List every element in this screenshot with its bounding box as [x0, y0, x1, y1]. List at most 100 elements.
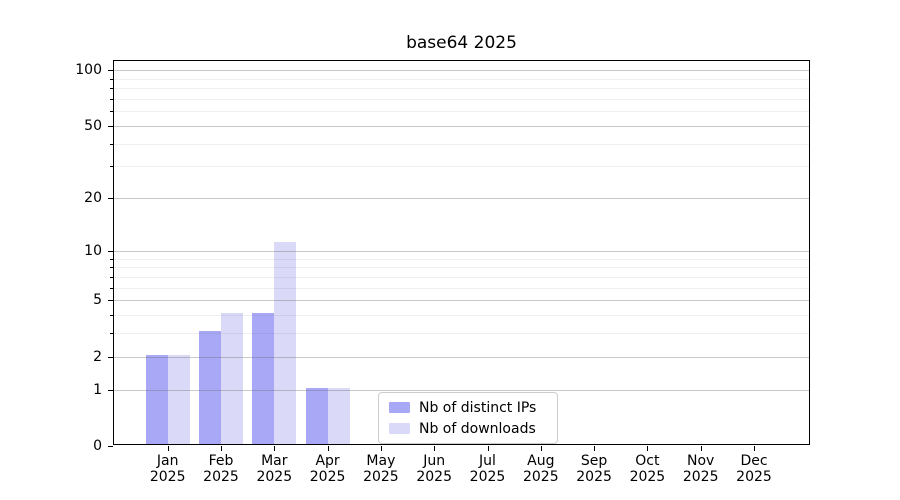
x-tick-label-month: Dec — [740, 453, 768, 469]
y-tick-mark — [108, 250, 113, 252]
x-tick-label: Jun 2025 — [389, 453, 479, 485]
y-tick-label: 0 — [93, 438, 102, 454]
x-tick-label: Nov 2025 — [656, 453, 746, 485]
x-tick-label: May 2025 — [336, 453, 426, 485]
y-tick-label: 10 — [84, 242, 102, 259]
x-tick-label-year: 2025 — [629, 469, 666, 485]
x-tick-label-year: 2025 — [522, 469, 559, 485]
gridline-major — [114, 70, 809, 72]
bar-distinct-ips — [145, 354, 168, 444]
gridline-major — [114, 250, 809, 252]
gridline-minor — [114, 267, 809, 269]
x-tick-label: Sep 2025 — [549, 453, 639, 485]
y-tick-mark-minor — [110, 287, 113, 289]
x-tick-label-month: Sep — [580, 453, 608, 469]
bar-downloads — [221, 312, 243, 444]
gridline-minor — [114, 166, 809, 168]
gridline-minor — [114, 88, 809, 90]
y-tick-mark — [108, 446, 113, 447]
x-tick-label: Apr 2025 — [283, 453, 373, 485]
gridline-minor — [114, 98, 809, 100]
x-tick-label-month: Apr — [315, 453, 340, 469]
x-tick-label-month: Jul — [479, 453, 496, 469]
y-tick-mark-minor — [110, 166, 113, 168]
y-tick-label: 100 — [75, 62, 102, 79]
y-tick-mark-minor — [110, 111, 113, 113]
x-tick-label-month: Aug — [527, 453, 555, 469]
legend-swatch-distinct-ips — [389, 402, 410, 413]
x-tick-label-year: 2025 — [203, 469, 239, 485]
y-tick-mark-minor — [110, 258, 113, 260]
gridline-major — [114, 300, 809, 302]
x-tick-label-month: Jan — [156, 453, 179, 469]
x-tick-mark — [167, 446, 169, 451]
x-tick-mark — [380, 446, 382, 451]
y-tick-mark — [108, 300, 113, 302]
x-tick-mark — [487, 446, 489, 451]
x-tick-label-year: 2025 — [256, 469, 293, 485]
x-tick-mark — [594, 446, 596, 451]
bar-distinct-ips — [252, 312, 275, 444]
bar-downloads — [167, 354, 190, 444]
y-tick-label: 20 — [84, 190, 102, 207]
x-tick-label-month: Mar — [261, 453, 288, 469]
x-tick-label: Mar 2025 — [229, 453, 319, 485]
x-tick-label-year: 2025 — [576, 469, 612, 485]
x-tick-label-month: Jun — [423, 453, 446, 469]
x-tick-mark — [327, 446, 329, 451]
gridline-minor — [114, 258, 809, 260]
gridline-minor — [114, 111, 809, 113]
plot-area: Nb of distinct IPs Nb of downloads 0 1 2 5 1… — [75, 60, 810, 485]
y-tick-label: 50 — [84, 117, 102, 134]
y-tick-label: 5 — [93, 292, 102, 309]
y-tick-mark-minor — [110, 276, 113, 278]
gridline-minor — [114, 143, 809, 145]
x-tick-mark — [700, 446, 702, 451]
x-tick-label-month: Feb — [208, 453, 234, 469]
legend-label-distinct-ips: Nb of distinct IPs — [419, 399, 537, 416]
gridline-minor — [114, 276, 809, 278]
x-tick-mark — [754, 446, 755, 451]
x-tick-label: Jul 2025 — [443, 453, 533, 485]
y-tick-mark-minor — [110, 88, 113, 90]
legend-swatch-downloads — [389, 423, 410, 434]
x-tick-mark — [434, 446, 436, 451]
x-tick-label: Feb 2025 — [176, 453, 266, 485]
bar-downloads — [327, 387, 350, 444]
gridline-major — [114, 198, 809, 200]
x-tick-label-year: 2025 — [416, 469, 452, 485]
legend-item-distinct-ips: Nb of distinct IPs — [389, 399, 547, 416]
x-tick-mark — [647, 446, 649, 451]
bar-distinct-ips — [199, 331, 221, 444]
y-tick-mark-minor — [110, 267, 113, 269]
y-tick-label: 2 — [93, 348, 102, 365]
x-tick-label-year: 2025 — [309, 469, 346, 485]
y-tick-mark — [108, 70, 113, 72]
gridline-minor — [114, 287, 809, 289]
y-tick-mark — [108, 389, 113, 391]
x-tick-label-year: 2025 — [682, 469, 719, 485]
y-tick-mark-minor — [110, 314, 113, 316]
chart-title: base64 2025 — [406, 33, 517, 53]
x-tick-label-month: Oct — [635, 453, 660, 469]
x-tick-mark — [221, 446, 222, 451]
y-tick-mark — [108, 125, 113, 127]
x-tick-label-year: 2025 — [736, 469, 772, 485]
legend-label-downloads: Nb of downloads — [419, 420, 536, 437]
x-tick-label-year: 2025 — [363, 469, 399, 485]
y-tick-mark — [108, 356, 113, 358]
y-tick-mark-minor — [110, 143, 113, 145]
legend-item-downloads: Nb of downloads — [389, 420, 547, 437]
bar-downloads — [274, 241, 297, 444]
x-tick-label-year: 2025 — [469, 469, 506, 485]
x-tick-label: Aug 2025 — [496, 453, 586, 485]
x-tick-label: Dec 2025 — [709, 453, 799, 485]
gridline-minor — [114, 314, 809, 316]
x-tick-label-month: May — [366, 453, 396, 469]
legend: Nb of distinct IPs Nb of downloads — [378, 392, 558, 444]
y-tick-mark-minor — [110, 78, 113, 80]
gridline-major — [114, 125, 809, 127]
y-tick-label: 1 — [93, 381, 102, 398]
x-tick-label: Jan 2025 — [123, 453, 213, 485]
